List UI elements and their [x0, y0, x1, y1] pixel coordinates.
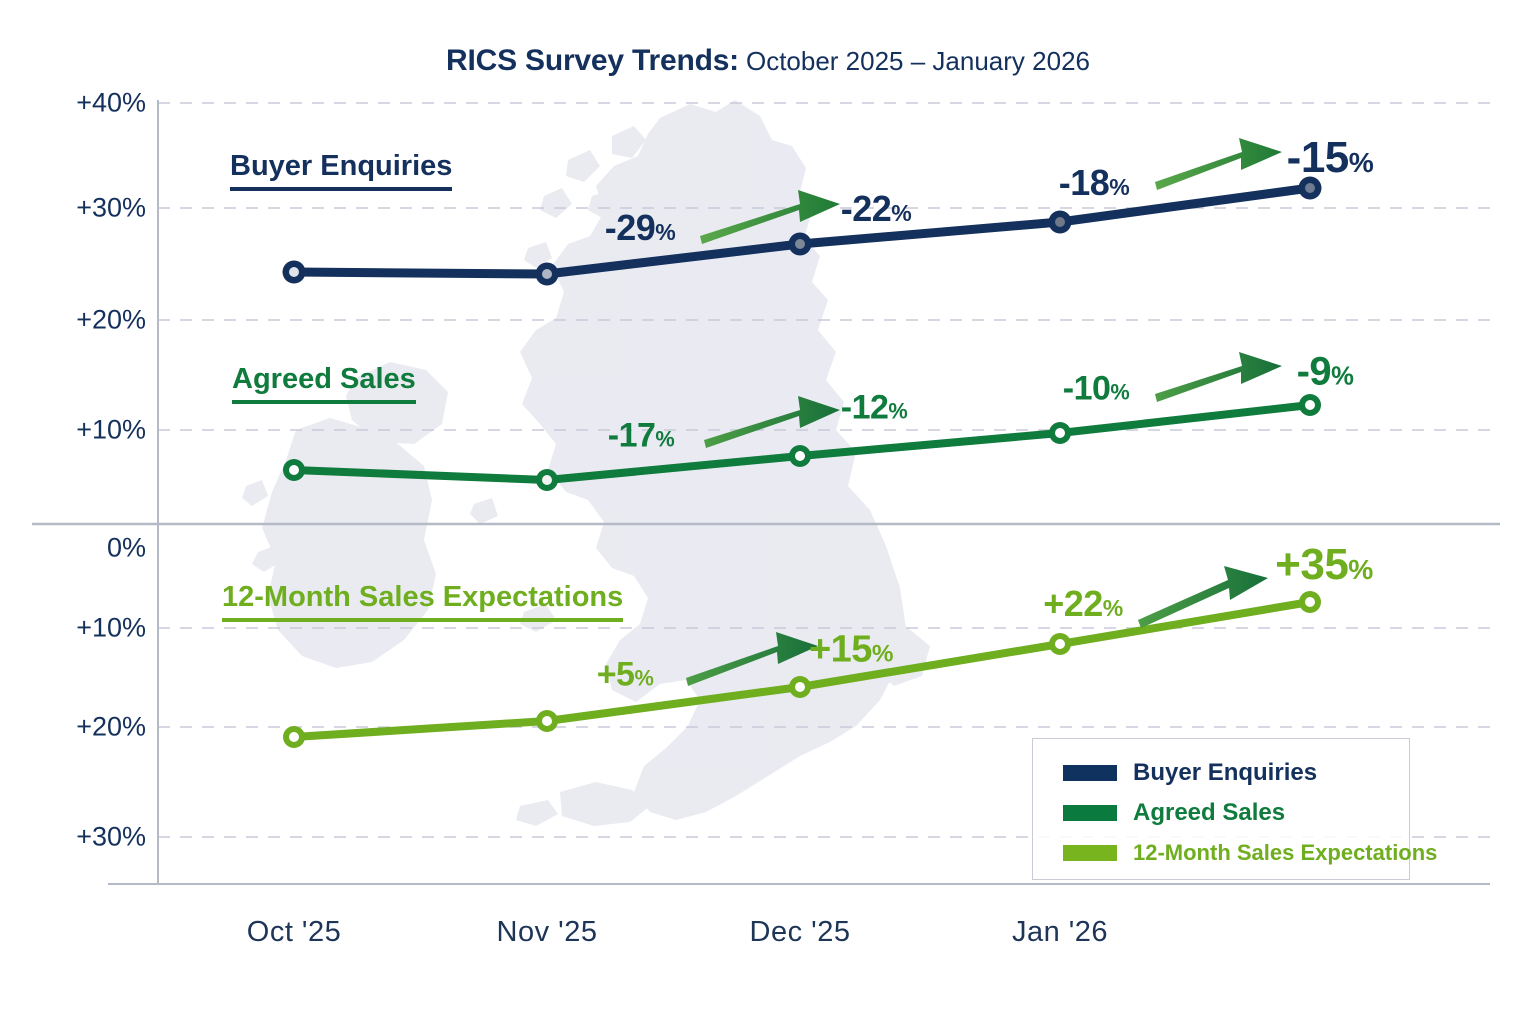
chart-title-main: RICS Survey Trends:	[446, 44, 739, 77]
y-tick-upper-0: +40%	[76, 87, 146, 118]
x-tick-nov: Nov '25	[496, 916, 598, 948]
series-line-expectations	[283, 566, 1321, 748]
y-tick-lower-1: +20%	[76, 711, 146, 742]
y-tick-zero: 0%	[106, 532, 146, 563]
series-markers-buyer-enquiries	[282, 176, 1322, 286]
annotation-agreed-3: -9%	[1296, 349, 1354, 394]
annotation-buyer-0: -29%	[604, 207, 676, 248]
legend-swatch-agreed-sales	[1063, 805, 1117, 821]
annotation-buyer-2: -18%	[1058, 162, 1130, 203]
chart-title-sub: October 2025 – January 2026	[745, 46, 1090, 76]
annotation-agreed-1: -12%	[840, 388, 908, 427]
series-heading-agreed-sales: Agreed Sales	[232, 363, 416, 404]
annotation-expect-2: +22%	[1043, 583, 1123, 624]
trend-arrow-agreed-2	[1155, 352, 1282, 402]
annotation-expect-1: +15%	[808, 628, 894, 671]
legend-label-agreed-sales: Agreed Sales	[1133, 799, 1286, 826]
series-line-agreed-sales	[283, 352, 1321, 491]
annotation-expect-3: +35%	[1275, 540, 1373, 589]
legend-label-expectations: 12-Month Sales Expectations	[1133, 840, 1438, 865]
annotation-expect-0: +5%	[596, 655, 654, 694]
y-tick-upper-1: +30%	[76, 192, 146, 223]
legend-item-agreed-sales[interactable]: Agreed Sales	[1063, 793, 1409, 833]
annotation-agreed-2: -10%	[1062, 369, 1130, 408]
legend-label-buyer-enquiries: Buyer Enquiries	[1133, 759, 1318, 786]
x-tick-oct: Oct '25	[246, 916, 342, 948]
series-markers-expectations	[283, 591, 1321, 748]
trend-arrow-buyer-2	[1155, 138, 1282, 190]
legend-item-buyer-enquiries[interactable]: Buyer Enquiries	[1063, 753, 1409, 793]
y-tick-upper-2: +20%	[76, 304, 146, 335]
chart-legend: Buyer Enquiries Agreed Sales 12-Month Sa…	[1032, 738, 1437, 880]
trend-arrow-expectations-1	[686, 632, 818, 686]
legend-item-expectations[interactable]: 12-Month Sales Expectations	[1063, 833, 1437, 873]
series-markers-agreed-sales	[283, 394, 1321, 491]
annotation-buyer-3: -15%	[1286, 133, 1374, 182]
y-tick-lower-0: +10%	[76, 612, 146, 643]
x-tick-dec: Dec '25	[749, 916, 851, 948]
trend-arrow-buyer-1	[700, 190, 840, 244]
series-line-buyer-enquiries	[282, 138, 1322, 286]
y-tick-upper-3: +10%	[76, 414, 146, 445]
annotation-buyer-1: -22%	[840, 188, 912, 229]
trend-arrow-agreed-1	[704, 396, 840, 448]
series-heading-buyer-enquiries: Buyer Enquiries	[230, 150, 453, 191]
legend-swatch-buyer-enquiries	[1063, 765, 1117, 781]
chart-title: RICS Survey Trends: October 2025 – Januar…	[0, 44, 1536, 78]
legend-swatch-expectations	[1063, 845, 1117, 861]
uk-map-watermark	[242, 100, 930, 826]
series-heading-expectations: 12-Month Sales Expectations	[222, 581, 624, 622]
annotation-agreed-0: -17%	[607, 416, 675, 455]
x-tick-jan: Jan '26	[1011, 916, 1109, 948]
y-tick-lower-2: +30%	[76, 821, 146, 852]
trend-arrow-expectations-2	[1138, 566, 1268, 628]
